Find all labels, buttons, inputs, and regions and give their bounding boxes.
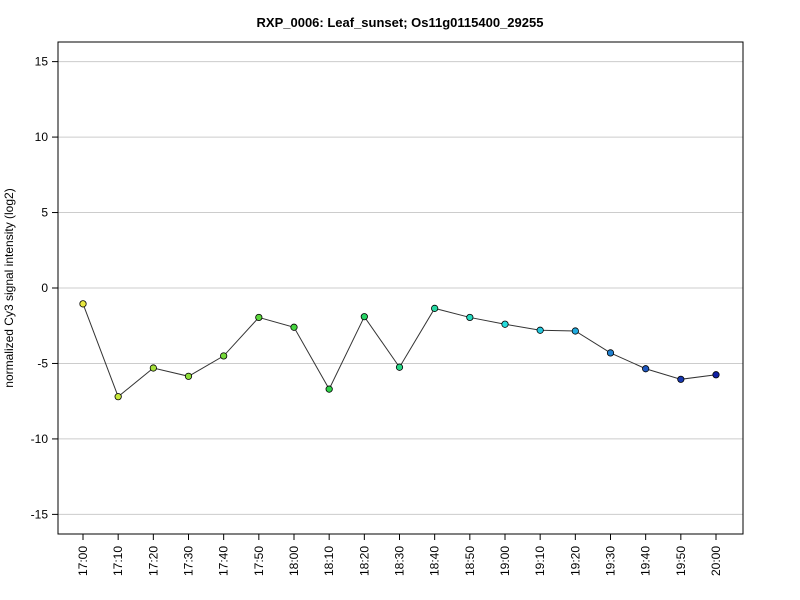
data-points bbox=[79, 300, 720, 401]
data-point bbox=[571, 327, 579, 335]
y-axis: -15 -10 -5 0 5 10 15 bbox=[31, 55, 58, 521]
data-point bbox=[677, 375, 685, 383]
x-tick-label: 19:30 bbox=[604, 546, 618, 576]
data-point bbox=[325, 385, 333, 393]
data-point bbox=[536, 326, 544, 334]
x-tick-label: 17:00 bbox=[76, 546, 90, 576]
x-tick-label: 18:20 bbox=[357, 546, 371, 576]
data-point bbox=[606, 349, 615, 357]
data-point bbox=[114, 393, 122, 401]
x-tick-label: 17:30 bbox=[182, 546, 196, 576]
data-point bbox=[79, 300, 87, 308]
x-tick-label: 17:10 bbox=[111, 546, 125, 576]
y-tick-label: 0 bbox=[41, 281, 48, 295]
x-tick-label: 19:40 bbox=[639, 546, 653, 576]
x-tick-label: 19:50 bbox=[674, 546, 688, 576]
data-point bbox=[431, 304, 439, 312]
data-point bbox=[360, 313, 368, 321]
x-tick-label: 18:50 bbox=[463, 546, 477, 576]
chart-title: RXP_0006: Leaf_sunset; Os11g0115400_2925… bbox=[257, 15, 544, 30]
x-tick-label: 18:10 bbox=[322, 546, 336, 576]
x-tick-label: 18:40 bbox=[428, 546, 442, 576]
x-tick-label: 19:20 bbox=[568, 546, 582, 576]
x-tick-label: 17:50 bbox=[252, 546, 266, 576]
y-tick-label: -15 bbox=[31, 507, 49, 521]
gridlines bbox=[58, 61, 743, 515]
x-tick-label: 19:00 bbox=[498, 546, 512, 576]
y-tick-label: 5 bbox=[41, 206, 48, 220]
x-axis: 17:00 17:10 17:20 17:30 17:40 17:50 18:00 18:10… bbox=[76, 534, 723, 576]
x-tick-label: 20:00 bbox=[709, 546, 723, 576]
data-point bbox=[712, 371, 720, 379]
series-line bbox=[82, 303, 717, 398]
data-point bbox=[220, 352, 228, 360]
x-tick-label: 17:40 bbox=[217, 546, 231, 576]
data-point bbox=[149, 364, 157, 372]
y-tick-label: 15 bbox=[35, 55, 49, 69]
data-point bbox=[395, 363, 404, 371]
data-point bbox=[184, 372, 193, 380]
y-tick-label: -5 bbox=[37, 356, 48, 370]
data-point bbox=[290, 323, 298, 331]
x-tick-label: 18:00 bbox=[287, 546, 301, 576]
data-point bbox=[466, 313, 474, 322]
x-tick-label: 19:10 bbox=[533, 546, 547, 576]
y-axis-label: normalized Cy3 signal intensity (log2) bbox=[2, 188, 16, 387]
y-tick-label: 10 bbox=[35, 130, 49, 144]
data-point bbox=[255, 313, 263, 322]
data-point bbox=[642, 365, 650, 373]
data-point bbox=[501, 320, 509, 328]
y-tick-label: -10 bbox=[31, 432, 49, 446]
x-tick-label: 18:30 bbox=[393, 546, 407, 576]
x-tick-label: 17:20 bbox=[146, 546, 160, 576]
